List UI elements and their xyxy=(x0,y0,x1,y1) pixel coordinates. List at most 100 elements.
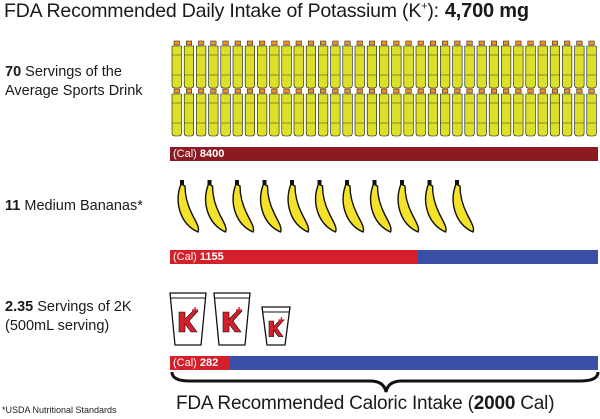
sports-drink-bottle-icon xyxy=(183,88,194,137)
sports-drink-bottle-icon xyxy=(586,88,597,137)
sports-drink-bottle-icon xyxy=(452,88,463,137)
sports-drink-bottle-icon xyxy=(220,40,231,89)
sports-drink-bottle-icon xyxy=(525,88,536,137)
sports-drink-bottle-icon xyxy=(501,40,512,89)
sports-drink-bottle-icon xyxy=(391,88,402,137)
sports-drink-calorie-prefix: (Cal) xyxy=(173,148,197,160)
sports-drink-bottle-icon xyxy=(562,40,573,89)
sports-drink-bottle-icon xyxy=(318,88,329,137)
sports-drink-bottle-icon xyxy=(562,88,573,137)
2k-label-line2: (500mL serving) xyxy=(5,318,110,334)
sports-drink-bottle-icon xyxy=(452,40,463,89)
sports-drink-bottle-icon xyxy=(269,88,280,137)
sports-drink-count: 70 xyxy=(5,64,22,80)
banana-icon xyxy=(232,180,255,233)
sports-drink-bottle-icon xyxy=(379,88,390,137)
2k-cup-icon xyxy=(169,292,207,346)
sports-drink-bottle-icon xyxy=(183,40,194,89)
sports-drink-bottle-icon xyxy=(440,40,451,89)
banana-icon xyxy=(287,180,310,233)
2k-label-line1: Servings of 2K xyxy=(37,299,132,315)
2k-calorie-text: (Cal) 282 xyxy=(173,356,218,370)
banana-icon xyxy=(314,180,337,233)
sports-drink-bottle-icon xyxy=(488,40,499,89)
banana-calorie-value: 1155 xyxy=(199,251,224,263)
banana-count: 11 xyxy=(5,198,21,214)
sports-drink-bottle-icon xyxy=(476,40,487,89)
sports-drink-bottle-icon xyxy=(281,40,292,89)
sports-drink-bottle-icon xyxy=(171,88,182,137)
sports-drink-bottle-icon xyxy=(305,40,316,89)
sports-drink-bottle-icon xyxy=(305,88,316,137)
banana-calorie-bar: (Cal) 1155 xyxy=(170,250,598,264)
sports-drink-bottle-icon xyxy=(366,40,377,89)
sports-drink-bottle-icon xyxy=(342,88,353,137)
sports-drink-bottle-icon xyxy=(208,88,219,137)
sports-drink-bottle-icon xyxy=(269,40,280,89)
sports-drink-bottle-icon xyxy=(208,40,219,89)
sports-drink-bottle-icon xyxy=(549,88,560,137)
title-close: ): xyxy=(427,0,439,22)
sports-drink-bottle-icon xyxy=(586,40,597,89)
sports-drink-bottle-icon xyxy=(427,40,438,89)
sports-drink-calorie-value: 8400 xyxy=(199,148,225,160)
sports-drink-bottle-icon xyxy=(330,88,341,137)
sports-drink-bottle-icon xyxy=(232,88,243,137)
banana-icon xyxy=(204,180,227,233)
sports-drink-bottle-icon xyxy=(574,88,585,137)
sports-drink-bottle-icon xyxy=(415,88,426,137)
banana-calorie-remainder xyxy=(418,250,598,264)
sports-drink-bottle-icon xyxy=(513,88,524,137)
2k-calorie-value: 282 xyxy=(199,357,219,369)
sports-drink-bottle-icon xyxy=(415,40,426,89)
sports-drink-bottle-icon xyxy=(476,88,487,137)
caloric-unit: Cal) xyxy=(515,393,555,414)
sports-drink-bottle-icon xyxy=(403,40,414,89)
2k-calorie-remainder xyxy=(230,356,598,370)
sports-drink-bottle-icon xyxy=(257,88,268,137)
2k-label: 2.35 Servings of 2K (500mL serving) xyxy=(5,298,132,336)
sports-drink-bottle-icon xyxy=(196,40,207,89)
banana-label-line1: Medium Bananas* xyxy=(24,198,143,214)
sports-drink-bottle-icon xyxy=(354,88,365,137)
sports-drink-bottle-icon xyxy=(171,40,182,89)
2k-cup-icon xyxy=(261,306,291,346)
sports-drink-bottle-icon xyxy=(354,40,365,89)
2k-calorie-fill xyxy=(170,356,230,370)
sports-drink-bottle-icon xyxy=(525,40,536,89)
banana-calorie-text: (Cal) 1155 xyxy=(173,250,224,264)
banana-icon xyxy=(259,180,282,233)
sports-drink-bottle-icon xyxy=(232,40,243,89)
sports-drink-calorie-bar: (Cal) 8400 xyxy=(170,147,598,161)
page-title: FDA Recommended Daily Intake of Potassiu… xyxy=(4,0,529,23)
caloric-text: FDA Recommended Caloric Intake ( xyxy=(176,393,474,414)
sports-drink-label-line2: Average Sports Drink xyxy=(5,83,143,99)
sports-drink-bottle-icon xyxy=(549,40,560,89)
banana-calorie-fill xyxy=(170,250,418,264)
2k-cup-icon xyxy=(213,292,251,346)
banana-icon xyxy=(369,180,392,233)
banana-icon xyxy=(397,180,420,233)
sports-drink-bottle-icon xyxy=(488,88,499,137)
2k-calorie-bar: (Cal) 282 xyxy=(170,356,598,370)
sports-drink-bottle-icon xyxy=(391,40,402,89)
caloric-value: 2000 xyxy=(473,393,516,414)
sports-drink-bottle-icon xyxy=(379,40,390,89)
sports-drink-bottle-icon xyxy=(537,40,548,89)
footnote: *USDA Nutritional Standards xyxy=(2,405,117,415)
sports-drink-bottle-icon xyxy=(464,88,475,137)
sports-drink-bottle-icon xyxy=(293,40,304,89)
sports-drink-bottle-icon xyxy=(293,88,304,137)
title-text: FDA Recommended Daily Intake of Potassiu… xyxy=(4,0,422,22)
sports-drink-bottle-icon xyxy=(464,40,475,89)
sports-drink-bottle-icon xyxy=(257,40,268,89)
sports-drink-bottle-icon xyxy=(196,88,207,137)
banana-icon xyxy=(452,180,475,233)
sports-drink-calorie-fill xyxy=(170,147,598,161)
banana-icon xyxy=(177,180,200,233)
banana-icon xyxy=(424,180,447,233)
2k-calorie-prefix: (Cal) xyxy=(173,357,197,369)
caloric-intake-caption: FDA Recommended Caloric Intake (2000 Cal… xyxy=(176,393,555,415)
sports-drink-bottle-icon xyxy=(501,88,512,137)
